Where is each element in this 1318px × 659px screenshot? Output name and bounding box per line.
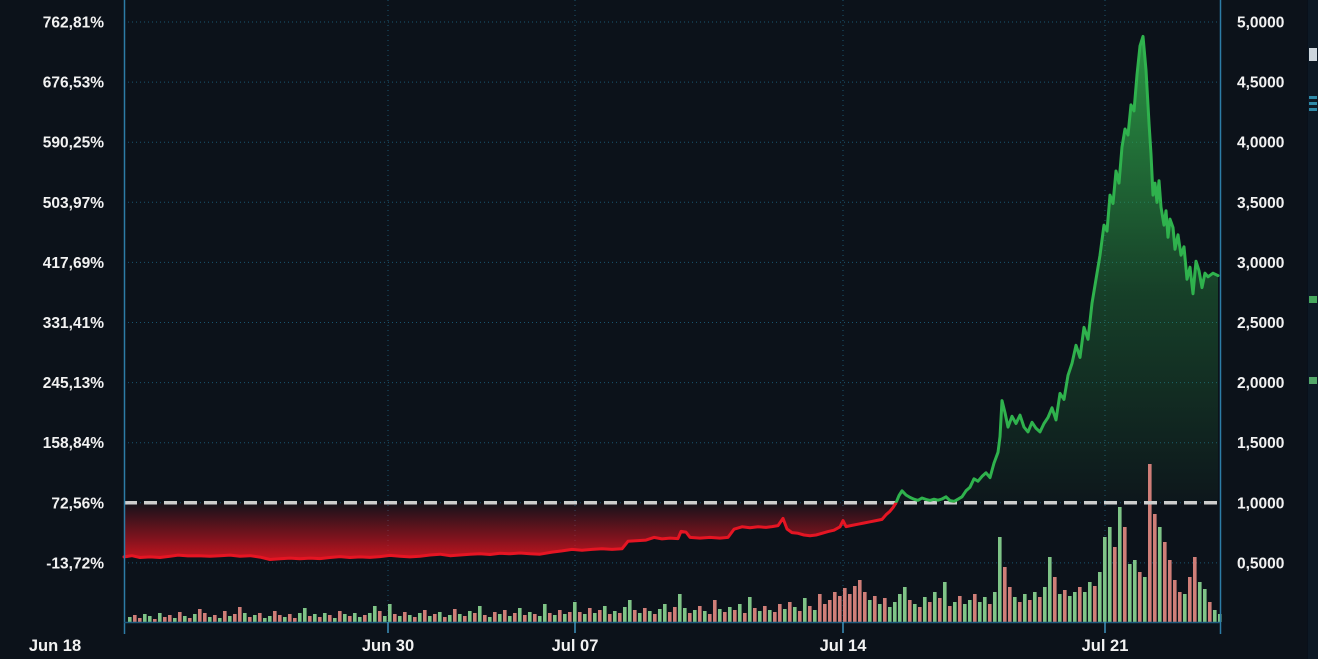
- time-axis-label: Jul 07: [552, 637, 599, 655]
- right-axis-label: 3,5000: [1237, 195, 1284, 212]
- time-axis-label: Jul 21: [1082, 637, 1129, 655]
- time-axis-label: Jun 30: [362, 637, 414, 655]
- teal-dash: [1309, 96, 1317, 99]
- time-axis-label: Jul 14: [820, 637, 868, 655]
- right-axis-label: 2,5000: [1237, 315, 1284, 332]
- right-axis-label: 1,5000: [1237, 435, 1284, 452]
- green-marker: [1309, 377, 1317, 384]
- panel-edge-strip: [1307, 0, 1318, 659]
- volume-bars: [128, 464, 1222, 622]
- right-axis-label: 3,0000: [1237, 255, 1284, 272]
- right-axis-label: 5,0000: [1237, 15, 1284, 32]
- left-price-axis[interactable]: 762,81% 676,53% 590,25% 503,97% 417,69% 331,4…: [43, 15, 104, 573]
- plot-borders: [123, 0, 1222, 634]
- teal-dash: [1309, 108, 1317, 111]
- left-axis-label: 158,84%: [43, 435, 104, 452]
- price-area-fill: [124, 36, 1218, 560]
- left-axis-label: 417,69%: [43, 255, 104, 272]
- right-price-axis[interactable]: 5,0000 4,5000 4,0000 3,5000 3,0000 2,5000 2,00…: [1237, 15, 1284, 573]
- left-axis-label: 762,81%: [43, 15, 104, 32]
- left-axis-label: 503,97%: [43, 195, 104, 212]
- time-axis-label: Jun 18: [29, 637, 81, 655]
- white-marker: [1309, 48, 1317, 61]
- left-axis-label: 245,13%: [43, 375, 104, 392]
- left-axis-label: 676,53%: [43, 75, 104, 92]
- right-axis-label: 1,0000: [1237, 495, 1284, 512]
- chart-plot-area[interactable]: [124, 0, 1220, 622]
- right-axis-label: 4,5000: [1237, 75, 1284, 92]
- left-axis-label: 331,41%: [43, 315, 104, 332]
- time-axis[interactable]: Jun 18 Jun 30 Jul 07 Jul 14 Jul 21: [29, 637, 1129, 655]
- teal-dash: [1309, 102, 1317, 105]
- green-marker: [1309, 296, 1317, 303]
- right-axis-label: 4,0000: [1237, 135, 1284, 152]
- right-axis-label: 2,0000: [1237, 375, 1284, 392]
- left-axis-label: -13,72%: [46, 555, 104, 572]
- price-line: [122, 34, 1220, 561]
- left-axis-label: 590,25%: [43, 135, 104, 152]
- right-axis-label: 0,5000: [1237, 555, 1284, 572]
- left-axis-label: 72,56%: [51, 495, 104, 512]
